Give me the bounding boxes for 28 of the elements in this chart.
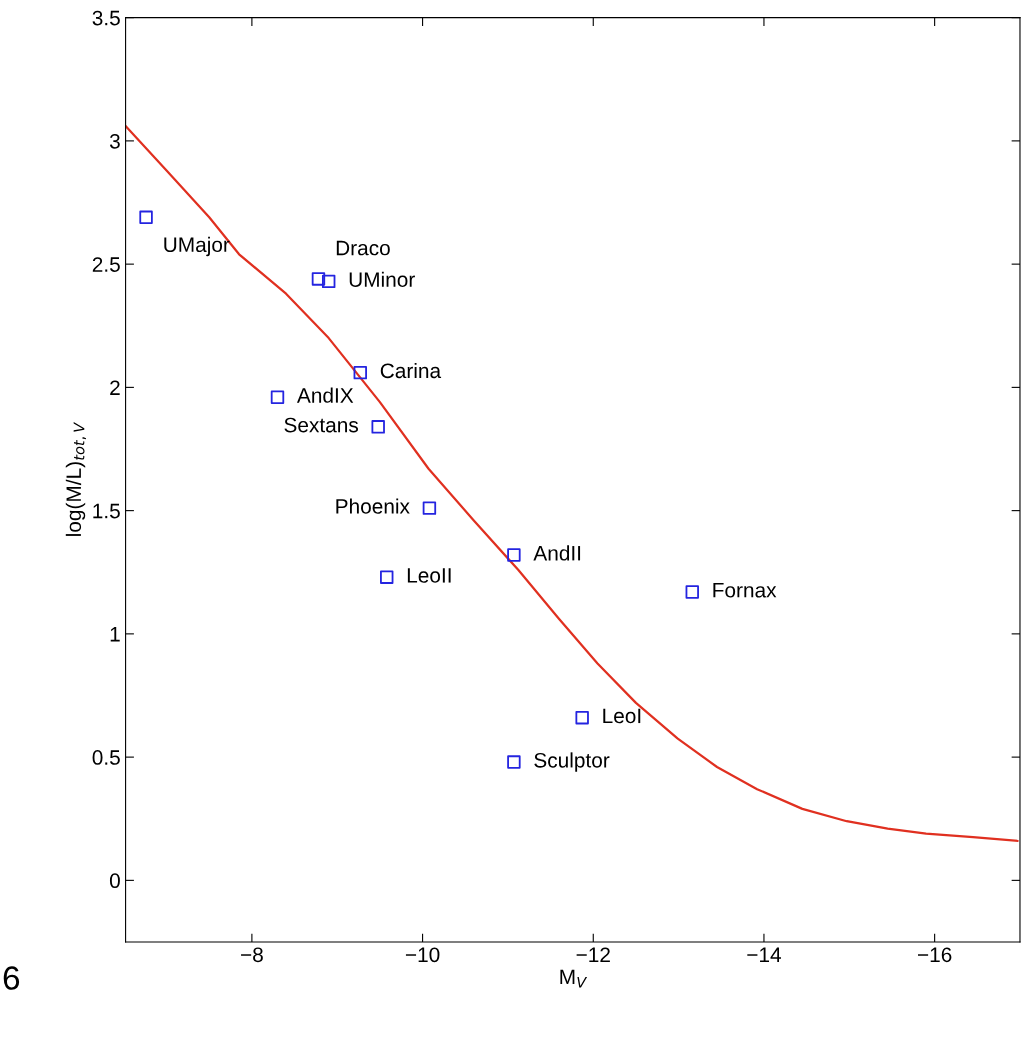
annotation: UMajor <box>164 236 230 257</box>
y-tick-label: 1.5 <box>93 503 120 519</box>
annotation: Carina <box>380 362 442 379</box>
y-tick-label: 3.5 <box>92 10 120 26</box>
y-tick-label: 1 <box>110 627 120 642</box>
y-tick-label: 0.5 <box>92 750 120 765</box>
x-axis-title: M$_{V}$ <box>560 969 588 988</box>
annotation: Sextans <box>284 417 359 433</box>
y-tick-label: 2.5 <box>92 257 120 272</box>
y-tick-label: 3 <box>109 133 120 149</box>
annotation: Fornax <box>713 583 777 598</box>
annotation: LeoI <box>603 708 641 724</box>
annotation: AndIX <box>296 387 354 403</box>
x-tick-label: −14 <box>747 947 782 962</box>
annotation: UMinor <box>349 271 415 287</box>
x-tick-label: −16 <box>918 947 952 963</box>
x-tick-label: −8 <box>241 947 263 963</box>
annotation: AndII <box>533 545 581 561</box>
y-tick-label: 2 <box>110 380 120 395</box>
y-axis-title: log(M/L)$_{tot,V}$ <box>65 422 86 536</box>
x-tick-label: −12 <box>576 947 610 962</box>
annotation: Phoenix <box>336 498 410 514</box>
x-tick-label: −10 <box>405 947 440 963</box>
text: 6 <box>3 966 20 990</box>
annotation: LeoII <box>407 568 451 583</box>
annotation: Sculptor <box>534 752 610 772</box>
annotation: Draco <box>336 240 390 256</box>
y-tick-label: 0 <box>109 873 120 889</box>
